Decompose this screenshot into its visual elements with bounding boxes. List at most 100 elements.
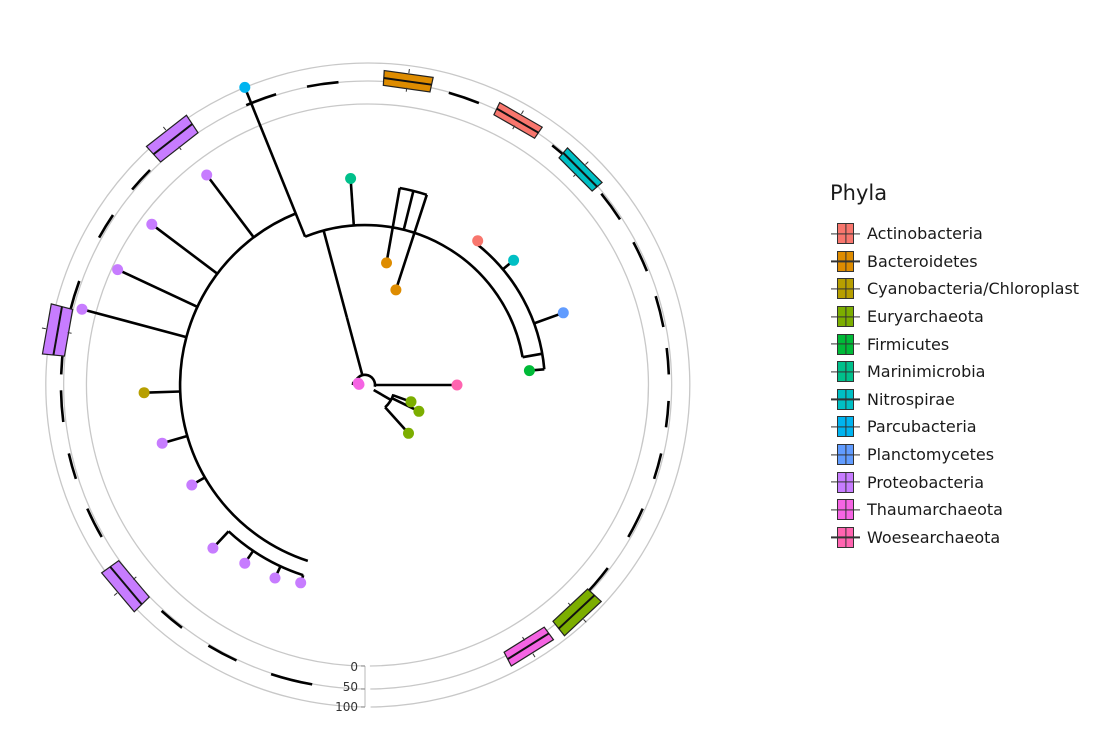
tip-heatmap-bar (665, 347, 671, 375)
tree-branch (81, 307, 187, 339)
axis-tick-label: 0 (350, 660, 358, 674)
tip-point (381, 257, 392, 269)
tip-heatmap-bar (160, 609, 183, 629)
tip-point (239, 557, 251, 569)
tip-point (186, 479, 198, 491)
boxplot-whisker (532, 653, 536, 658)
boxplot-median (52, 306, 63, 356)
tip-point (239, 81, 251, 93)
tip-point (207, 542, 219, 554)
boxplot-whisker (583, 619, 587, 623)
legend-key-swatch (837, 388, 854, 410)
tree-branch (394, 194, 429, 291)
tree-branch (384, 406, 410, 435)
tree-branch (178, 212, 309, 563)
boxplot-whisker (178, 146, 182, 151)
tip-heatmap-bar (97, 214, 115, 239)
tree-branch (349, 178, 356, 226)
boxplot-median (109, 566, 143, 606)
boxplot-whisker (405, 87, 408, 92)
boxplot-whisker (41, 327, 46, 330)
tip-heatmap-bar (652, 453, 663, 480)
legend-key-swatch (837, 444, 854, 466)
boxplot-whisker (521, 110, 524, 115)
boxplot-whisker (512, 125, 516, 130)
boxplot-whisker (585, 161, 589, 165)
tip-heatmap-bar (306, 80, 339, 88)
tip-heatmap-bar (632, 241, 649, 272)
tip-heatmap-bar (654, 295, 665, 328)
legend-key-swatch (837, 499, 854, 521)
tip-heatmap-bar (245, 93, 277, 107)
axis-rings (45, 62, 691, 708)
tree-branch (151, 223, 219, 275)
axis-ring (63, 80, 673, 690)
boxplot-ring (41, 68, 603, 667)
tip-point (472, 235, 484, 247)
tip-point (76, 303, 88, 315)
tree-branch (402, 190, 415, 231)
tip-point (413, 405, 425, 417)
tip-heatmap-bar (270, 672, 313, 686)
boxplot-median (558, 594, 596, 630)
legend-label: Parcubacteria (867, 417, 977, 437)
legend-item: Thaumarchaeota (829, 496, 1079, 524)
legend-key-swatch (837, 278, 854, 300)
axis-ring (45, 62, 691, 708)
tip-point (557, 307, 569, 319)
tree-branch (304, 223, 524, 358)
tree-branch (345, 317, 364, 376)
boxplot-whisker (408, 68, 410, 74)
tip-point (523, 365, 535, 377)
axis-tick-label: 100 (335, 700, 358, 714)
tip-heatmap-bar (664, 400, 670, 428)
legend-item: Bacteroidetes (829, 248, 1079, 276)
tree-branch (384, 393, 395, 409)
tip-point (138, 387, 150, 399)
boxplot-whisker (522, 636, 526, 641)
tip-point (405, 396, 417, 408)
tip-point (345, 173, 357, 184)
tip-heatmap-bar (627, 508, 644, 538)
boxplot-whisker (567, 602, 572, 607)
boxplot-median (383, 76, 432, 86)
tree-branch (373, 388, 392, 402)
boxplot-whisker (113, 592, 118, 596)
boxplot-median (152, 123, 193, 156)
tip-heatmap-bar (131, 169, 151, 191)
tree-branch (144, 390, 181, 394)
radial-axis: 0 50 100 (335, 660, 366, 714)
tip-point (390, 284, 402, 296)
legend-label: Woesearchaeota (867, 527, 1001, 547)
tip-heatmap-bar (59, 390, 65, 423)
legend-label: Bacteroidetes (867, 251, 978, 271)
legend-key-swatch (837, 471, 854, 493)
legend-label: Firmicutes (867, 334, 950, 354)
legend-label: Proteobacteria (867, 472, 984, 492)
boxplot-median (496, 107, 539, 134)
legend-key-swatch (837, 333, 854, 355)
tree-branch (522, 352, 543, 359)
tree-tips (76, 81, 569, 589)
tip-heatmap-bar (67, 453, 78, 480)
legend-item: Nitrospirae (829, 386, 1079, 414)
legend-items: Actinobacteria Bacteroidetes Cyanobacteria… (829, 220, 1079, 551)
tip-point (146, 218, 158, 230)
legend: Phyla Actinobacteria Bacteroidetes Cyanoba… (829, 180, 1079, 551)
legend-item: Marinimicrobia (829, 358, 1079, 386)
boxplot-whisker (162, 126, 167, 131)
tip-point (201, 169, 213, 181)
legend-key-swatch (837, 250, 854, 272)
boxplot-median (562, 152, 598, 188)
tip-heatmap-bar (86, 508, 103, 538)
tip-point (269, 572, 281, 584)
tip-point (156, 437, 168, 449)
legend-key-swatch (837, 223, 854, 245)
tree-branch (322, 230, 349, 318)
legend-item: Parcubacteria (829, 413, 1079, 441)
tip-point (403, 427, 414, 439)
tree-branch (243, 86, 307, 238)
legend-label: Thaumarchaeota (867, 500, 1003, 520)
tip-point (508, 254, 520, 266)
tree-branch (205, 174, 255, 239)
